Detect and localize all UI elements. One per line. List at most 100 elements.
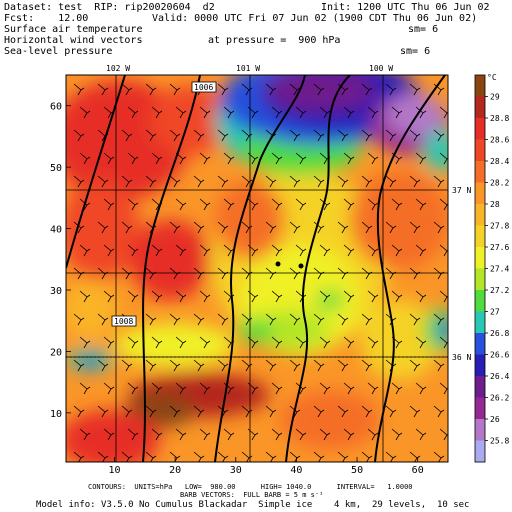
wind-barb [271, 244, 283, 257]
wind-barb [127, 290, 139, 303]
wind-barb [319, 290, 331, 303]
wind-barb [97, 175, 109, 188]
wind-barb [73, 359, 85, 372]
y-tick-label: 50 [50, 163, 62, 174]
lon-label-102w: 102 W [106, 64, 130, 73]
wind-barb [433, 221, 445, 234]
wind-barb [193, 359, 205, 372]
colorbar-label: 27.8 [490, 222, 509, 231]
wind-barb [79, 336, 91, 349]
wind-barb [193, 451, 205, 462]
wind-barb [367, 382, 379, 395]
wind-barb [295, 428, 307, 441]
wind-barb [199, 382, 211, 395]
wind-barb [271, 152, 283, 165]
wind-barb [193, 405, 205, 418]
wind-barb [391, 244, 403, 257]
wind-barb [265, 405, 277, 418]
wind-barb [199, 198, 211, 211]
wind-barb [217, 175, 229, 188]
wind-barb [319, 106, 331, 119]
wind-barb [193, 313, 205, 326]
wind-barb [97, 451, 109, 462]
wind-barb [175, 290, 187, 303]
colorbar-swatch [475, 96, 485, 119]
wind-barb [241, 129, 253, 142]
wind-barb [145, 129, 157, 142]
wind-barb [151, 152, 163, 165]
wind-barb [433, 313, 445, 326]
wind-barb [121, 221, 133, 234]
y-tick-label: 40 [50, 225, 62, 236]
wind-barb [415, 152, 427, 165]
wind-barb [271, 336, 283, 349]
field-label-wind: Horizontal wind vectors [4, 35, 143, 46]
field-label-temperature: Surface air temperature [4, 24, 143, 35]
wind-barb [367, 290, 379, 303]
wind-barb [97, 405, 109, 418]
wind-barb [337, 405, 349, 418]
wind-barb [79, 152, 91, 165]
wind-barb [343, 336, 355, 349]
wind-barb [361, 313, 373, 326]
colorbar-label: 28.2 [490, 179, 509, 188]
wind-barb [145, 313, 157, 326]
colorbar-swatch [475, 419, 485, 441]
wind-barb [295, 106, 307, 119]
wind-barb [73, 313, 85, 326]
colorbar-label: 26.8 [490, 329, 509, 338]
wind-barb [175, 382, 187, 395]
colorbar-swatch [475, 118, 485, 140]
wind-barb [385, 175, 397, 188]
colorbar-swatch [475, 182, 485, 205]
wind-barb [361, 129, 373, 142]
wind-barb [127, 382, 139, 395]
colorbar-label: 26 [490, 415, 500, 424]
lat-label-36n: 36 N [452, 353, 471, 362]
colorbar-swatch [475, 333, 485, 355]
colorbar-label: 28.8 [490, 114, 509, 123]
wind-barb [199, 428, 211, 441]
wind-barb [433, 129, 445, 142]
wind-barb [319, 428, 331, 441]
contour-label: 1006 [194, 83, 213, 92]
wind-barb [73, 129, 85, 142]
wind-barb [175, 106, 187, 119]
wind-barb [265, 359, 277, 372]
temperature-field [66, 75, 448, 462]
wind-barb [361, 175, 373, 188]
wind-barb [127, 244, 139, 257]
wind-barb [295, 198, 307, 211]
contour-label: 1008 [114, 317, 133, 326]
wind-barb [73, 451, 85, 462]
wind-barb [265, 175, 277, 188]
wind-barb [241, 175, 253, 188]
wind-barb [289, 359, 301, 372]
x-tick-label: 10 [109, 465, 121, 476]
wind-barb [289, 221, 301, 234]
wind-barb [127, 336, 139, 349]
wind-barb [73, 83, 85, 96]
pressure-label: at pressure = 900 hPa [208, 35, 341, 46]
grid-lines [66, 75, 448, 462]
wind-barb [79, 244, 91, 257]
wind-barb [385, 313, 397, 326]
colorbar-swatch [475, 440, 485, 463]
wind-barb [367, 106, 379, 119]
wind-barb [169, 129, 181, 142]
wind-barb [97, 359, 109, 372]
contour-labels: 1006 1008 [111, 81, 217, 327]
wind-barb [73, 175, 85, 188]
wind-barb [433, 451, 445, 462]
wind-barb [319, 244, 331, 257]
colorbar-swatch [475, 354, 485, 377]
wind-barb [121, 451, 133, 462]
colorbar: 29 28.8 28.6 28.4 28.2 28 27.8 27.6 27.4 27.2 27 26… [474, 74, 509, 463]
wind-barb [343, 106, 355, 119]
wind-barb [433, 405, 445, 418]
smoothing-label-1: sm= 6 [408, 24, 439, 35]
wind-barb [199, 244, 211, 257]
init-label: Init: 1200 UTC Thu 06 Jun 02 [321, 2, 490, 13]
wind-barb [289, 175, 301, 188]
wind-barb [367, 336, 379, 349]
